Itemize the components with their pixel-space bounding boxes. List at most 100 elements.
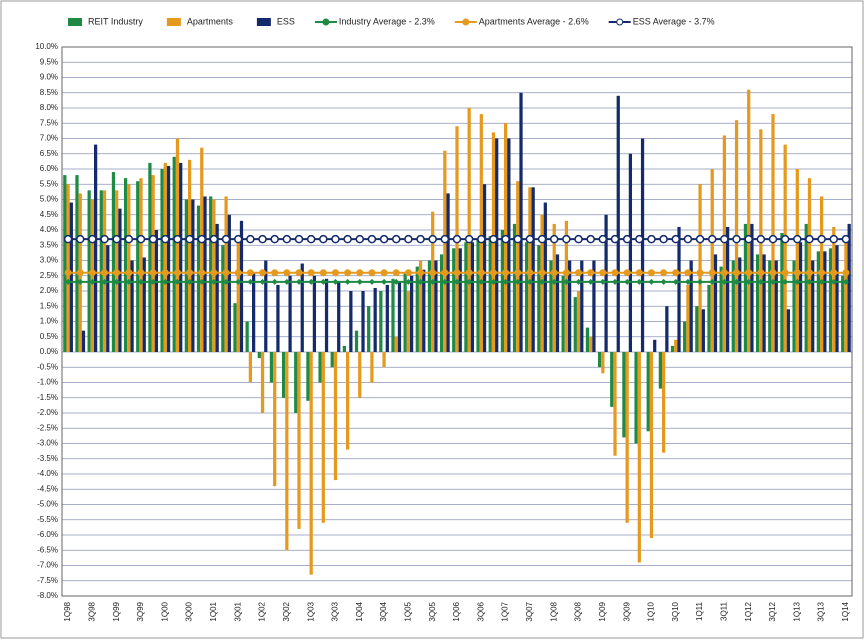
y-tick-label: -1.0%: [37, 378, 58, 387]
bar: [780, 233, 784, 352]
y-tick-label: 7.5%: [40, 118, 58, 127]
marker: [221, 234, 231, 244]
marker: [112, 234, 121, 244]
marker: [501, 234, 510, 244]
bar: [482, 184, 487, 352]
marker: [173, 234, 182, 244]
x-tick-label: 1Q08: [549, 601, 558, 621]
marker: [575, 278, 582, 285]
marker: [525, 234, 535, 244]
marker: [586, 234, 595, 244]
bar: [561, 275, 565, 352]
bar: [227, 214, 231, 352]
marker: [393, 278, 400, 285]
marker: [574, 234, 583, 244]
marker: [113, 278, 120, 285]
marker: [526, 269, 534, 277]
bar: [367, 306, 371, 352]
marker: [757, 278, 764, 285]
bar: [731, 260, 735, 352]
marker: [635, 269, 643, 277]
bar: [573, 297, 577, 352]
bar: [410, 275, 414, 352]
bar: [281, 352, 286, 398]
y-tick-label: -8.0%: [37, 591, 58, 600]
marker: [733, 269, 741, 277]
marker: [647, 234, 656, 244]
x-tick-label: 1Q03: [306, 601, 315, 621]
bar: [333, 352, 338, 481]
bar: [139, 178, 143, 352]
y-tick-label: 5.5%: [40, 179, 58, 188]
x-tick-label: 3Q01: [233, 601, 242, 621]
marker: [186, 278, 193, 285]
x-tick-label: 1Q07: [501, 601, 510, 621]
marker: [610, 234, 620, 244]
bar: [318, 352, 322, 383]
bar: [531, 187, 535, 352]
y-tick-label: -4.0%: [37, 469, 58, 478]
x-tick-label: 1Q11: [695, 601, 704, 621]
legend-swatch: [166, 18, 181, 26]
bar: [69, 202, 73, 352]
marker: [830, 278, 837, 285]
marker: [355, 234, 365, 244]
bar: [187, 159, 192, 352]
bar: [707, 284, 711, 352]
x-tick-label: 1Q13: [792, 601, 801, 621]
bar: [525, 242, 529, 352]
bar: [649, 352, 654, 539]
marker: [331, 234, 340, 244]
marker: [745, 278, 752, 285]
marker: [696, 269, 704, 277]
bar: [196, 205, 201, 352]
bar: [163, 162, 167, 352]
bar: [403, 272, 407, 352]
bar: [264, 260, 268, 352]
marker: [125, 278, 132, 285]
marker: [805, 269, 813, 277]
y-tick-label: 4.5%: [40, 210, 58, 219]
marker: [76, 269, 84, 277]
x-tick-label: 1Q04: [355, 601, 364, 621]
bar: [698, 184, 702, 352]
y-tick-label: 8.5%: [40, 88, 58, 97]
bar: [738, 257, 742, 352]
bar: [361, 291, 365, 352]
bar: [610, 352, 614, 407]
bar: [215, 223, 219, 352]
marker: [294, 234, 304, 244]
marker: [539, 278, 546, 285]
bar: [710, 169, 714, 352]
bar: [464, 242, 468, 352]
bar: [94, 144, 98, 352]
y-tick-label: 1.0%: [40, 317, 58, 326]
marker: [464, 234, 474, 244]
x-tick-label: 3Q13: [817, 601, 826, 621]
bar: [248, 352, 253, 383]
bar: [726, 226, 730, 352]
bar: [580, 260, 584, 352]
bar: [418, 260, 423, 352]
marker: [611, 269, 619, 277]
bar: [835, 245, 839, 352]
marker: [161, 234, 170, 244]
marker: [709, 278, 716, 285]
x-tick-label: 3Q02: [282, 601, 291, 621]
bar: [166, 165, 171, 352]
plot-frame: [61, 46, 853, 597]
bar: [670, 345, 675, 352]
marker: [441, 278, 448, 285]
x-tick-label: 3Q11: [719, 601, 728, 621]
marker: [793, 269, 801, 277]
bar: [695, 306, 699, 352]
bar: [458, 248, 462, 352]
marker: [137, 269, 145, 277]
marker: [246, 269, 254, 277]
marker: [756, 234, 766, 244]
marker: [769, 269, 777, 277]
marker: [465, 269, 473, 277]
bar: [507, 138, 511, 352]
bar: [300, 263, 304, 352]
